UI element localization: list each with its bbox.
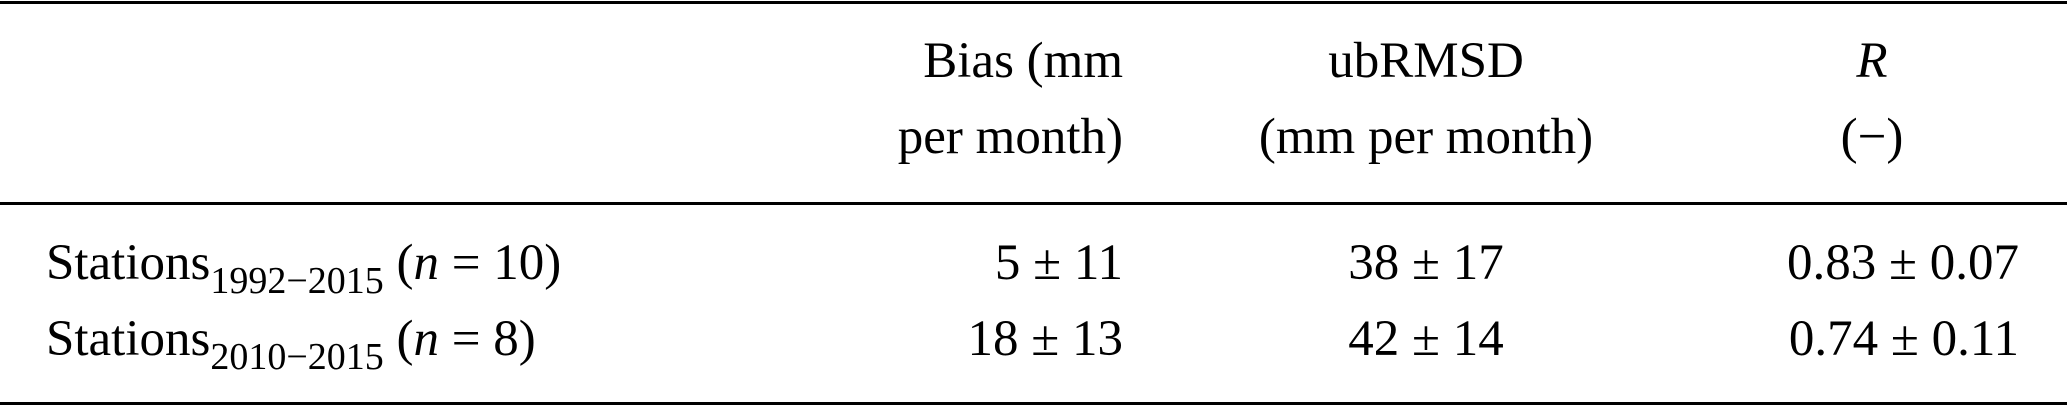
header-bias-line1: Bias (mm	[923, 33, 1123, 89]
station-label: Stations	[46, 235, 211, 291]
row-1-r: 0.83 ± 0.07	[1787, 235, 2019, 291]
n-var: n	[413, 311, 440, 367]
header-ubrmsd-line2: (mm per month)	[1258, 109, 1594, 165]
row-1-label: Stations1992−2015 (n = 10)	[46, 235, 562, 301]
period-subscript: 1992−2015	[210, 260, 384, 302]
header-r-symbol: R	[1856, 33, 1888, 89]
header-ubrmsd-line1: ubRMSD	[1328, 33, 1524, 89]
header-bias-line2: per month)	[897, 109, 1123, 165]
header-rule	[0, 202, 2067, 205]
row-1-ubrmsd: 38 ± 17	[1348, 235, 1504, 291]
n-value: = 10)	[439, 235, 562, 291]
header-r-line2: (−)	[1840, 109, 1904, 165]
header-r-line1: R	[1856, 36, 1887, 87]
n-value: = 8)	[439, 311, 536, 367]
top-rule	[0, 1, 2067, 4]
paren: (	[396, 235, 414, 291]
bottom-rule	[0, 402, 2067, 405]
row-1-bias: 5 ± 11	[994, 235, 1123, 291]
row-2-ubrmsd: 42 ± 14	[1348, 311, 1504, 367]
paren: (	[396, 311, 414, 367]
row-2-bias: 18 ± 13	[967, 311, 1124, 367]
period-subscript: 2010−2015	[210, 336, 384, 378]
station-label: Stations	[46, 311, 211, 367]
n-var: n	[413, 235, 440, 291]
row-2-r: 0.74 ± 0.11	[1788, 311, 2019, 367]
row-2-label: Stations2010−2015 (n = 8)	[46, 311, 536, 377]
